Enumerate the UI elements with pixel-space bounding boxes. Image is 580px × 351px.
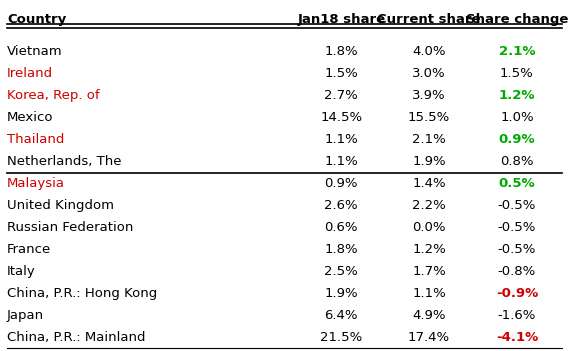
Text: 3.0%: 3.0% xyxy=(412,67,446,80)
Text: 2.2%: 2.2% xyxy=(412,199,446,212)
Text: 1.5%: 1.5% xyxy=(500,67,534,80)
Text: -0.5%: -0.5% xyxy=(498,221,536,234)
Text: 1.0%: 1.0% xyxy=(500,111,534,124)
Text: Country: Country xyxy=(7,13,66,26)
Text: 1.1%: 1.1% xyxy=(324,155,358,168)
Text: 6.4%: 6.4% xyxy=(325,309,358,322)
Text: Share change: Share change xyxy=(466,13,568,26)
Text: France: France xyxy=(7,243,51,256)
Text: 4.9%: 4.9% xyxy=(412,309,446,322)
Text: 1.4%: 1.4% xyxy=(412,177,446,190)
Text: Current share: Current share xyxy=(378,13,481,26)
Text: 14.5%: 14.5% xyxy=(320,111,362,124)
Text: -0.5%: -0.5% xyxy=(498,199,536,212)
Text: 0.9%: 0.9% xyxy=(325,177,358,190)
Text: 2.1%: 2.1% xyxy=(412,133,446,146)
Text: 1.9%: 1.9% xyxy=(412,155,446,168)
Text: Japan: Japan xyxy=(7,309,44,322)
Text: 0.6%: 0.6% xyxy=(325,221,358,234)
Text: 1.2%: 1.2% xyxy=(412,243,446,256)
Text: Thailand: Thailand xyxy=(7,133,64,146)
Text: -4.1%: -4.1% xyxy=(496,331,538,344)
Text: 3.9%: 3.9% xyxy=(412,89,446,102)
Text: Mexico: Mexico xyxy=(7,111,53,124)
Text: 1.5%: 1.5% xyxy=(324,67,358,80)
Text: -0.8%: -0.8% xyxy=(498,265,536,278)
Text: 17.4%: 17.4% xyxy=(408,331,450,344)
Text: 2.1%: 2.1% xyxy=(499,45,535,58)
Text: 1.1%: 1.1% xyxy=(412,287,446,300)
Text: 1.9%: 1.9% xyxy=(324,287,358,300)
Text: 2.7%: 2.7% xyxy=(324,89,358,102)
Text: Korea, Rep. of: Korea, Rep. of xyxy=(7,89,100,102)
Text: Malaysia: Malaysia xyxy=(7,177,65,190)
Text: -0.5%: -0.5% xyxy=(498,243,536,256)
Text: Jan18 share: Jan18 share xyxy=(297,13,385,26)
Text: 2.5%: 2.5% xyxy=(324,265,358,278)
Text: 4.0%: 4.0% xyxy=(412,45,446,58)
Text: 1.8%: 1.8% xyxy=(324,45,358,58)
Text: 1.2%: 1.2% xyxy=(499,89,535,102)
Text: 0.0%: 0.0% xyxy=(412,221,446,234)
Text: 1.7%: 1.7% xyxy=(412,265,446,278)
Text: Ireland: Ireland xyxy=(7,67,53,80)
Text: Italy: Italy xyxy=(7,265,36,278)
Text: 0.8%: 0.8% xyxy=(500,155,534,168)
Text: China, P.R.: Hong Kong: China, P.R.: Hong Kong xyxy=(7,287,157,300)
Text: 1.8%: 1.8% xyxy=(324,243,358,256)
Text: 2.6%: 2.6% xyxy=(324,199,358,212)
Text: 1.1%: 1.1% xyxy=(324,133,358,146)
Text: -1.6%: -1.6% xyxy=(498,309,536,322)
Text: Russian Federation: Russian Federation xyxy=(7,221,133,234)
Text: United Kingdom: United Kingdom xyxy=(7,199,114,212)
Text: 0.9%: 0.9% xyxy=(499,133,535,146)
Text: Vietnam: Vietnam xyxy=(7,45,63,58)
Text: -0.9%: -0.9% xyxy=(496,287,538,300)
Text: China, P.R.: Mainland: China, P.R.: Mainland xyxy=(7,331,146,344)
Text: 0.5%: 0.5% xyxy=(499,177,535,190)
Text: 15.5%: 15.5% xyxy=(408,111,450,124)
Text: 21.5%: 21.5% xyxy=(320,331,362,344)
Text: Netherlands, The: Netherlands, The xyxy=(7,155,122,168)
